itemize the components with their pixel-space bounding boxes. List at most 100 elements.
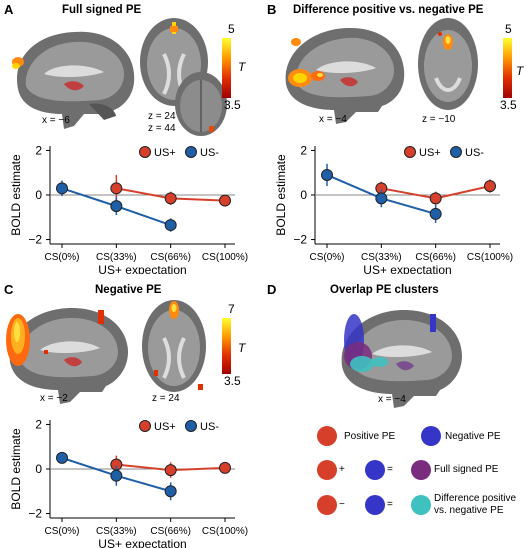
brain-image-d (341, 310, 462, 408)
data-point (164, 192, 177, 205)
colorbar-a-min: 3.5 (224, 98, 241, 112)
x-tick-label: CS(33%) (96, 526, 137, 537)
legend-negative-pe: Negative PE (445, 431, 501, 442)
x-tick-label: CS(0%) (44, 526, 79, 537)
panel-letter-a: A (4, 2, 14, 17)
colorbar-a (222, 38, 231, 98)
x-tick-label: CS(0%) (44, 252, 79, 263)
data-point (321, 168, 333, 181)
data-point (110, 200, 123, 213)
brain-images-a (12, 18, 227, 136)
legend-label: US+ (154, 421, 176, 433)
sagittal-brain-a (12, 31, 135, 130)
legend-marker (139, 420, 151, 432)
legend-label: US- (200, 421, 219, 433)
colorbar-c-max: 7 (228, 302, 235, 316)
y-tick-label: −2 (28, 507, 42, 521)
legend-full-signed: Full signed PE (434, 464, 499, 475)
legend-label: US+ (419, 147, 441, 159)
panel-letter-b: B (267, 2, 277, 17)
y-axis-label: BOLD estimate (9, 428, 23, 510)
brain-images-c (6, 300, 206, 404)
x-tick-label: CS(100%) (467, 252, 513, 263)
overlap-legend (317, 426, 441, 515)
coord-c-z: z = 24 (152, 393, 180, 404)
axial-brain-c (142, 300, 206, 392)
x-tick-label: CS(66%) (415, 252, 456, 263)
colorbar-c-t: T (238, 341, 246, 355)
x-tick-label: CS(33%) (96, 252, 137, 263)
axial-brain-b (418, 18, 478, 110)
panel-title-d: Overlap PE clusters (330, 284, 439, 296)
chart-a: 2 0 −2CS(0%) CS(33%) CS(66%) CS(100%) US+ expe… (9, 143, 248, 274)
data-point (375, 192, 388, 205)
coord-a-z2: z = 44 (148, 123, 176, 134)
legend-label: US+ (154, 147, 176, 159)
x-tick-label: CS(66%) (150, 252, 191, 263)
data-point (219, 194, 231, 207)
data-point (429, 207, 442, 220)
axial-brain-a2 (175, 72, 227, 136)
coord-a-z1: z = 24 (148, 111, 176, 122)
legend-label: US- (200, 147, 219, 159)
y-tick-label: −2 (293, 233, 307, 247)
data-point (110, 469, 123, 482)
legend-label: US- (465, 147, 484, 159)
colorbar-a-t: T (238, 60, 246, 74)
coord-a-x: x = −6 (42, 115, 70, 126)
x-tick-label: CS(33%) (361, 252, 402, 263)
data-point (219, 461, 231, 474)
data-point (484, 180, 496, 193)
coord-b-z: z = −10 (422, 114, 456, 125)
coord-d-x: x = −4 (378, 394, 406, 405)
data-point (56, 182, 68, 195)
data-point (429, 192, 442, 205)
y-tick-label: 2 (35, 143, 42, 157)
y-tick-label: 2 (300, 143, 307, 157)
colorbar-c (222, 318, 231, 374)
y-tick-label: 2 (35, 417, 42, 431)
legend-diff-line1: Difference positive (434, 493, 517, 504)
colorbar-b-max: 5 (505, 22, 512, 36)
legend-marker (450, 146, 462, 158)
diff-cyan-circle (411, 495, 431, 515)
diff-red-circle (317, 495, 337, 515)
panel-title-b: Difference positive vs. negative PE (293, 4, 484, 16)
panel-title-a: Full signed PE (62, 4, 142, 16)
positive-pe-circle (317, 426, 337, 446)
coord-b-x: x = −4 (319, 114, 347, 125)
x-tick-label: CS(100%) (202, 252, 248, 263)
legend-plus: + (339, 464, 345, 475)
brain-images-b (285, 18, 478, 124)
data-point (56, 451, 68, 464)
sagittal-brain-b (285, 27, 405, 124)
full-blue-circle (365, 460, 385, 480)
data-point (164, 464, 177, 477)
legend-positive-pe: Positive PE (344, 431, 396, 442)
colorbar-b-min: 3.5 (500, 98, 517, 112)
y-tick-label: 0 (300, 188, 307, 202)
panel-letter-c: C (4, 282, 14, 297)
y-tick-label: −2 (28, 233, 42, 247)
x-tick-label: CS(100%) (202, 526, 248, 537)
legend-marker (185, 420, 197, 432)
panel-letter-d: D (267, 282, 277, 297)
negative-pe-circle (421, 426, 441, 446)
legend-diff-line2: vs. negative PE (434, 505, 504, 516)
colorbar-b-t: T (516, 64, 524, 78)
x-tick-label: CS(0%) (309, 252, 344, 263)
coord-c-x: x = −2 (40, 393, 68, 404)
diff-blue-circle (365, 495, 385, 515)
panel-title-c: Negative PE (95, 284, 162, 296)
legend-equals-2: = (387, 499, 393, 510)
y-tick-label: 0 (35, 188, 42, 202)
data-point (110, 182, 123, 195)
colorbar-c-min: 3.5 (224, 374, 241, 388)
y-axis-label: BOLD estimate (274, 154, 288, 236)
legend-marker (139, 146, 151, 158)
colorbar-a-max: 5 (228, 22, 235, 36)
y-axis-label: BOLD estimate (9, 154, 23, 236)
x-tick-label: CS(66%) (150, 526, 191, 537)
sagittal-brain-c (6, 308, 129, 404)
legend-marker (185, 146, 197, 158)
